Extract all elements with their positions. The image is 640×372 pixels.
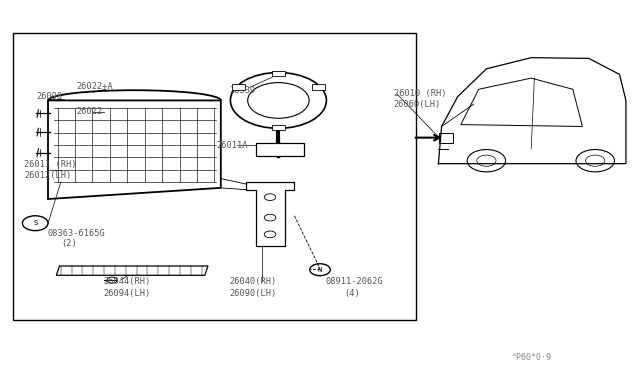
Text: 26094(LH): 26094(LH) [104,289,151,298]
Text: 26022: 26022 [77,107,103,116]
Text: 26040(RH): 26040(RH) [229,278,276,286]
Text: 26012(LH): 26012(LH) [24,171,72,180]
Text: S: S [33,220,37,226]
Text: N: N [318,267,322,273]
Text: ^P60*0·9: ^P60*0·9 [512,353,552,362]
Text: 26090(LH): 26090(LH) [229,289,276,298]
Text: 26044(RH): 26044(RH) [104,278,151,286]
Bar [256,143,304,156]
Bar [439,133,453,143]
Bar [312,84,324,90]
Text: 26339: 26339 [229,86,255,94]
Bar [272,71,285,76]
Text: 26098: 26098 [36,92,63,101]
Text: 26011A: 26011A [216,141,248,150]
Text: 08911-2062G: 08911-2062G [325,278,383,286]
Text: 08363-6165G: 08363-6165G [48,229,106,238]
Text: 26010 (RH): 26010 (RH) [394,89,446,98]
Text: (2): (2) [61,239,77,248]
Text: 26022+A: 26022+A [77,82,113,91]
Bar [232,84,245,90]
Text: (4): (4) [344,289,360,298]
Bar [272,125,285,130]
Text: 26011 (RH): 26011 (RH) [24,160,77,169]
Text: 26060(LH): 26060(LH) [394,100,441,109]
